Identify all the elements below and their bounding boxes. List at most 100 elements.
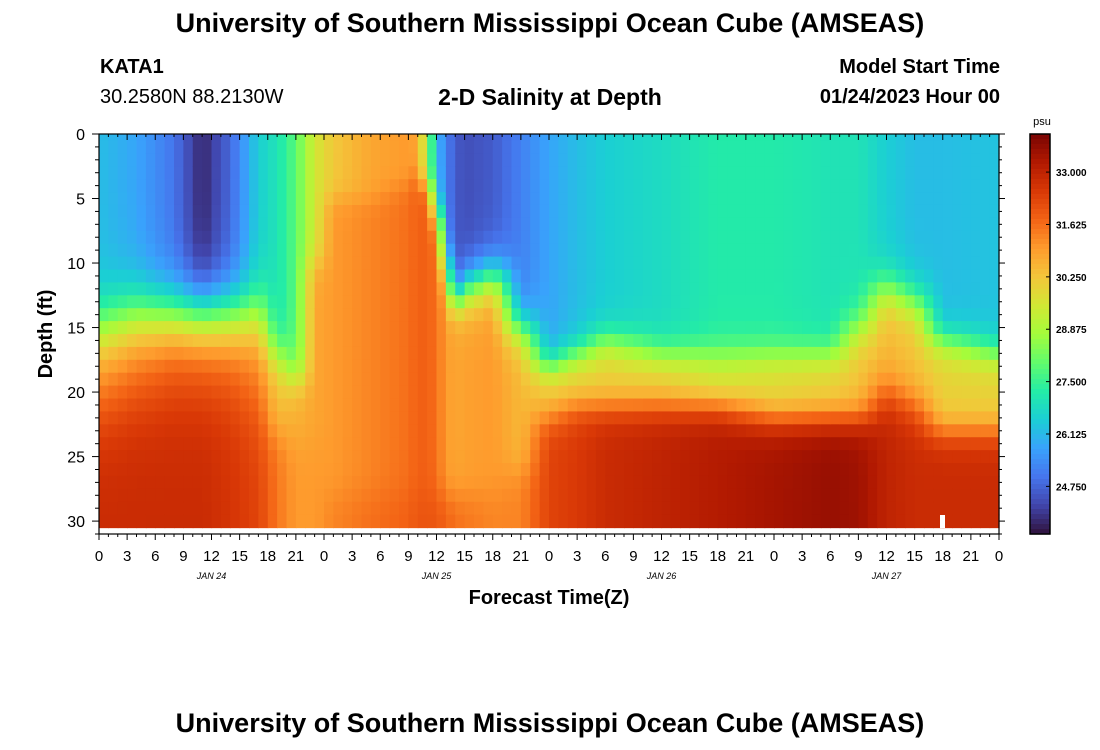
heatmap-cell xyxy=(464,359,475,374)
heatmap-cell xyxy=(661,346,672,361)
colorbar-segment xyxy=(1030,374,1050,380)
heatmap-cell xyxy=(239,372,250,387)
heatmap-cell xyxy=(399,269,409,283)
heatmap-cell xyxy=(849,192,859,206)
heatmap-cell xyxy=(849,437,859,451)
heatmap-cell xyxy=(717,243,728,258)
heatmap-cell xyxy=(914,514,925,529)
heatmap-cell xyxy=(202,217,213,232)
heatmap-cell xyxy=(642,134,653,142)
heatmap-cell xyxy=(708,217,719,232)
heatmap-cell xyxy=(727,450,738,464)
heatmap-cell xyxy=(267,269,278,283)
heatmap-cell xyxy=(652,256,663,271)
heatmap-cell xyxy=(905,166,916,180)
heatmap-cell xyxy=(492,282,503,296)
heatmap-cell xyxy=(614,411,625,425)
heatmap-cell xyxy=(342,411,353,425)
heatmap-cell xyxy=(380,424,391,438)
heatmap-cell xyxy=(220,166,231,180)
heatmap-cell xyxy=(370,385,381,400)
heatmap-cell xyxy=(455,488,466,503)
heatmap-cell xyxy=(99,282,109,296)
heatmap-cell xyxy=(980,424,991,438)
heatmap-cell xyxy=(464,166,475,180)
heatmap-cell xyxy=(211,217,222,232)
heatmap-cell xyxy=(802,179,813,193)
heatmap-cell xyxy=(792,488,803,503)
heatmap-cell xyxy=(914,321,925,335)
heatmap-cell xyxy=(661,179,672,193)
heatmap-cell xyxy=(464,308,475,322)
heatmap-cell xyxy=(352,334,363,348)
heatmap-cell xyxy=(849,269,859,283)
heatmap-cell xyxy=(436,411,447,425)
heatmap-cell xyxy=(108,308,119,322)
heatmap-cell xyxy=(802,166,813,180)
heatmap-cell xyxy=(520,204,531,219)
heatmap-cell xyxy=(839,424,850,438)
heatmap-cell xyxy=(858,192,869,206)
heatmap-cell xyxy=(614,140,625,154)
heatmap-cell xyxy=(717,411,728,425)
heatmap-cell xyxy=(980,321,991,335)
heatmap-cell xyxy=(867,230,878,245)
heatmap-cell xyxy=(445,463,456,477)
heatmap-cell xyxy=(220,501,231,516)
heatmap-cell xyxy=(295,463,306,477)
heatmap-cell xyxy=(108,424,119,438)
heatmap-cell xyxy=(849,217,859,232)
heatmap-cell xyxy=(680,192,691,206)
heatmap-cell xyxy=(483,153,494,167)
heatmap-cell xyxy=(267,308,278,322)
heatmap-cell xyxy=(342,475,353,490)
heatmap-cell xyxy=(961,514,972,529)
heatmap-cell xyxy=(727,385,738,400)
heatmap-cell xyxy=(708,282,719,296)
heatmap-cell xyxy=(792,140,803,154)
heatmap-cell xyxy=(783,308,794,322)
heatmap-cell xyxy=(192,321,203,335)
heatmap-cell xyxy=(99,295,109,309)
heatmap-cell xyxy=(755,475,766,490)
heatmap-cell xyxy=(792,437,803,451)
heatmap-cell xyxy=(689,514,700,529)
heatmap-cell xyxy=(136,321,147,335)
heatmap-cell xyxy=(764,424,775,438)
heatmap-cell xyxy=(614,295,625,309)
heatmap-cell xyxy=(436,192,447,206)
heatmap-cell xyxy=(736,282,747,296)
heatmap-cell xyxy=(774,140,784,154)
heatmap-cell xyxy=(989,192,1000,206)
heatmap-cell xyxy=(399,424,409,438)
heatmap-cell xyxy=(895,372,906,387)
heatmap-cell xyxy=(961,450,972,464)
heatmap-cell xyxy=(989,269,1000,283)
heatmap-cell xyxy=(905,179,916,193)
heatmap-cell xyxy=(380,450,391,464)
heatmap-cell xyxy=(605,308,616,322)
heatmap-cell xyxy=(99,385,109,400)
heatmap-cell xyxy=(614,153,625,167)
heatmap-cell xyxy=(867,308,878,322)
heatmap-cell xyxy=(136,334,147,348)
heatmap-cell xyxy=(492,501,503,516)
heatmap-cell xyxy=(924,514,934,529)
heatmap-cell xyxy=(295,321,306,335)
heatmap-cell xyxy=(877,217,888,232)
heatmap-cell xyxy=(886,372,897,387)
heatmap-cell xyxy=(849,488,859,503)
heatmap-cell xyxy=(455,308,466,322)
heatmap-cell xyxy=(211,282,222,296)
heatmap-cell xyxy=(464,217,475,232)
heatmap-cell xyxy=(145,514,156,529)
heatmap-cell xyxy=(886,346,897,361)
colorbar-segment xyxy=(1030,139,1050,145)
x-tick-label: 15 xyxy=(231,548,248,565)
heatmap-cell xyxy=(502,385,513,400)
heatmap-cell xyxy=(314,230,325,245)
heatmap-cell xyxy=(708,463,719,477)
heatmap-cell xyxy=(483,166,494,180)
heatmap-cell xyxy=(230,140,241,154)
colorbar-segment xyxy=(1030,174,1050,180)
